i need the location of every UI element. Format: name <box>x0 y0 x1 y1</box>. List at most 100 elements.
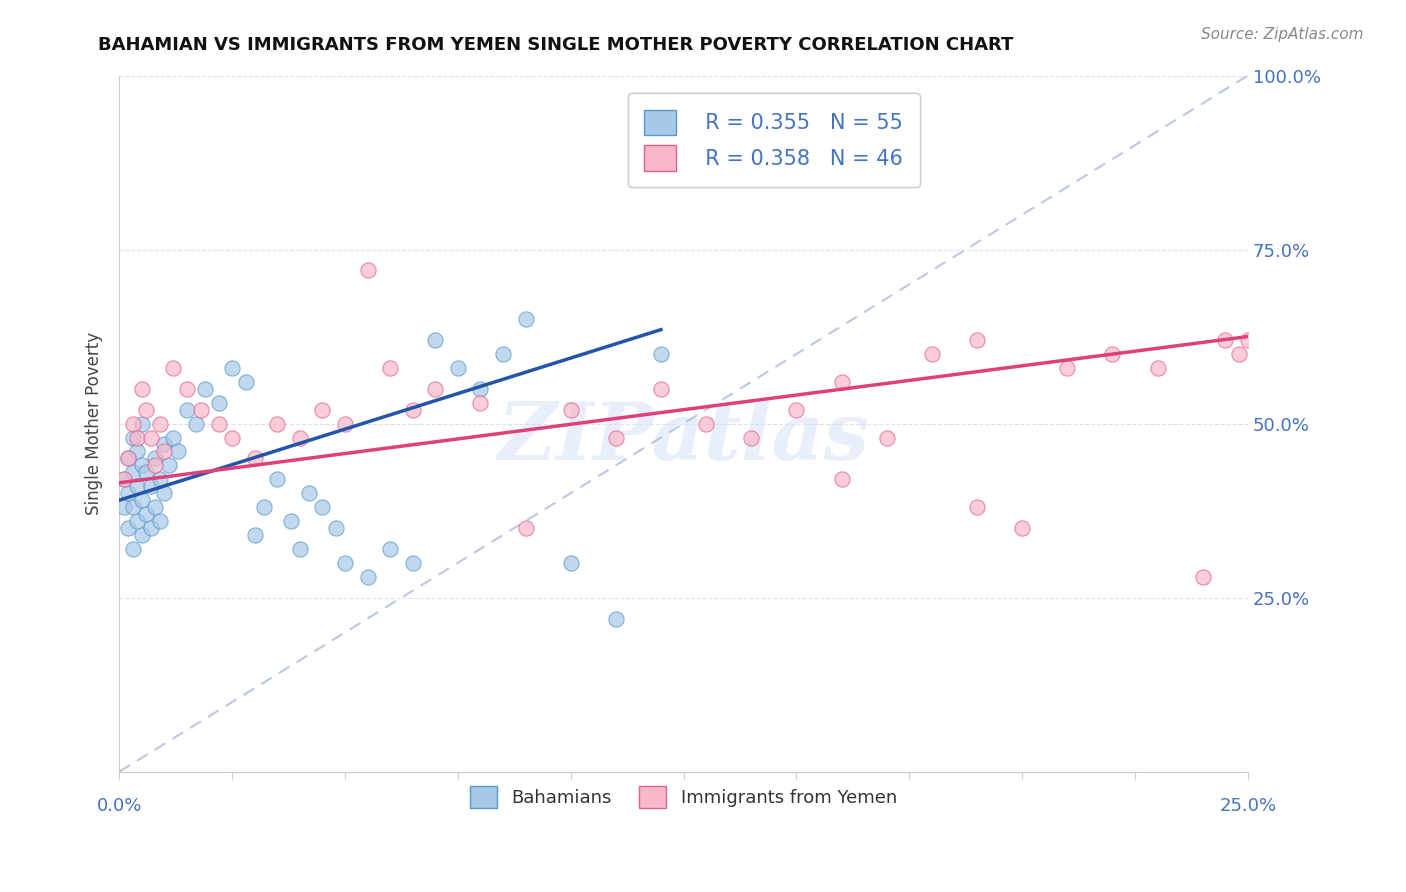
Point <box>1213 333 1236 347</box>
Point <box>131 528 153 542</box>
Point <box>266 417 288 431</box>
Point <box>470 382 492 396</box>
Point <box>966 333 988 347</box>
Point <box>167 444 190 458</box>
Point <box>605 430 627 444</box>
Point <box>121 417 143 431</box>
Point <box>695 417 717 431</box>
Point <box>117 486 139 500</box>
Point <box>515 312 537 326</box>
Point <box>149 472 172 486</box>
Point <box>966 500 988 515</box>
Text: Source: ZipAtlas.com: Source: ZipAtlas.com <box>1201 27 1364 42</box>
Point <box>139 521 162 535</box>
Point <box>740 430 762 444</box>
Point <box>176 402 198 417</box>
Point <box>127 479 149 493</box>
Point <box>117 521 139 535</box>
Point <box>425 382 447 396</box>
Point <box>221 360 243 375</box>
Point <box>876 430 898 444</box>
Point <box>831 472 853 486</box>
Point <box>253 500 276 515</box>
Point <box>378 541 401 556</box>
Point <box>117 451 139 466</box>
Point <box>402 402 425 417</box>
Point <box>149 417 172 431</box>
Point <box>650 382 672 396</box>
Point <box>112 500 135 515</box>
Point <box>139 479 162 493</box>
Point <box>560 402 582 417</box>
Point <box>121 500 143 515</box>
Point <box>131 493 153 508</box>
Point <box>112 472 135 486</box>
Point <box>127 430 149 444</box>
Point <box>153 486 176 500</box>
Point <box>492 347 515 361</box>
Point <box>207 395 229 409</box>
Point <box>153 444 176 458</box>
Point <box>605 611 627 625</box>
Text: 25.0%: 25.0% <box>1219 797 1277 814</box>
Point <box>470 395 492 409</box>
Point <box>194 382 217 396</box>
Point <box>288 541 311 556</box>
Point <box>311 500 333 515</box>
Point <box>921 347 943 361</box>
Point <box>131 382 153 396</box>
Point <box>560 556 582 570</box>
Point <box>311 402 333 417</box>
Point <box>515 521 537 535</box>
Point <box>121 430 143 444</box>
Point <box>153 437 176 451</box>
Point <box>1191 570 1213 584</box>
Point <box>149 514 172 528</box>
Point <box>650 347 672 361</box>
Point <box>176 382 198 396</box>
Point <box>162 360 184 375</box>
Point <box>184 417 207 431</box>
Point <box>1101 347 1123 361</box>
Point <box>1056 360 1078 375</box>
Point <box>157 458 180 473</box>
Point <box>333 417 356 431</box>
Point <box>121 541 143 556</box>
Point <box>1146 360 1168 375</box>
Point <box>221 430 243 444</box>
Point <box>266 472 288 486</box>
Point <box>402 556 425 570</box>
Point <box>139 430 162 444</box>
Point <box>1227 347 1250 361</box>
Point <box>1237 333 1260 347</box>
Point <box>112 472 135 486</box>
Point <box>378 360 401 375</box>
Point <box>131 417 153 431</box>
Point <box>207 417 229 431</box>
Point <box>425 333 447 347</box>
Point <box>235 375 257 389</box>
Point <box>162 430 184 444</box>
Point <box>135 507 157 521</box>
Point <box>356 570 378 584</box>
Point <box>831 375 853 389</box>
Point <box>1011 521 1033 535</box>
Point <box>298 486 321 500</box>
Point <box>121 466 143 480</box>
Point <box>145 458 167 473</box>
Text: ZIPatlas: ZIPatlas <box>498 399 870 476</box>
Legend:   R = 0.355   N = 55,   R = 0.358   N = 46: R = 0.355 N = 55, R = 0.358 N = 46 <box>627 93 920 187</box>
Point <box>117 451 139 466</box>
Point <box>280 514 302 528</box>
Point <box>145 500 167 515</box>
Point <box>135 466 157 480</box>
Point <box>243 528 266 542</box>
Point <box>785 402 807 417</box>
Text: 0.0%: 0.0% <box>97 797 142 814</box>
Point <box>131 458 153 473</box>
Text: BAHAMIAN VS IMMIGRANTS FROM YEMEN SINGLE MOTHER POVERTY CORRELATION CHART: BAHAMIAN VS IMMIGRANTS FROM YEMEN SINGLE… <box>98 36 1014 54</box>
Point <box>356 263 378 277</box>
Point <box>333 556 356 570</box>
Point <box>447 360 470 375</box>
Point <box>135 402 157 417</box>
